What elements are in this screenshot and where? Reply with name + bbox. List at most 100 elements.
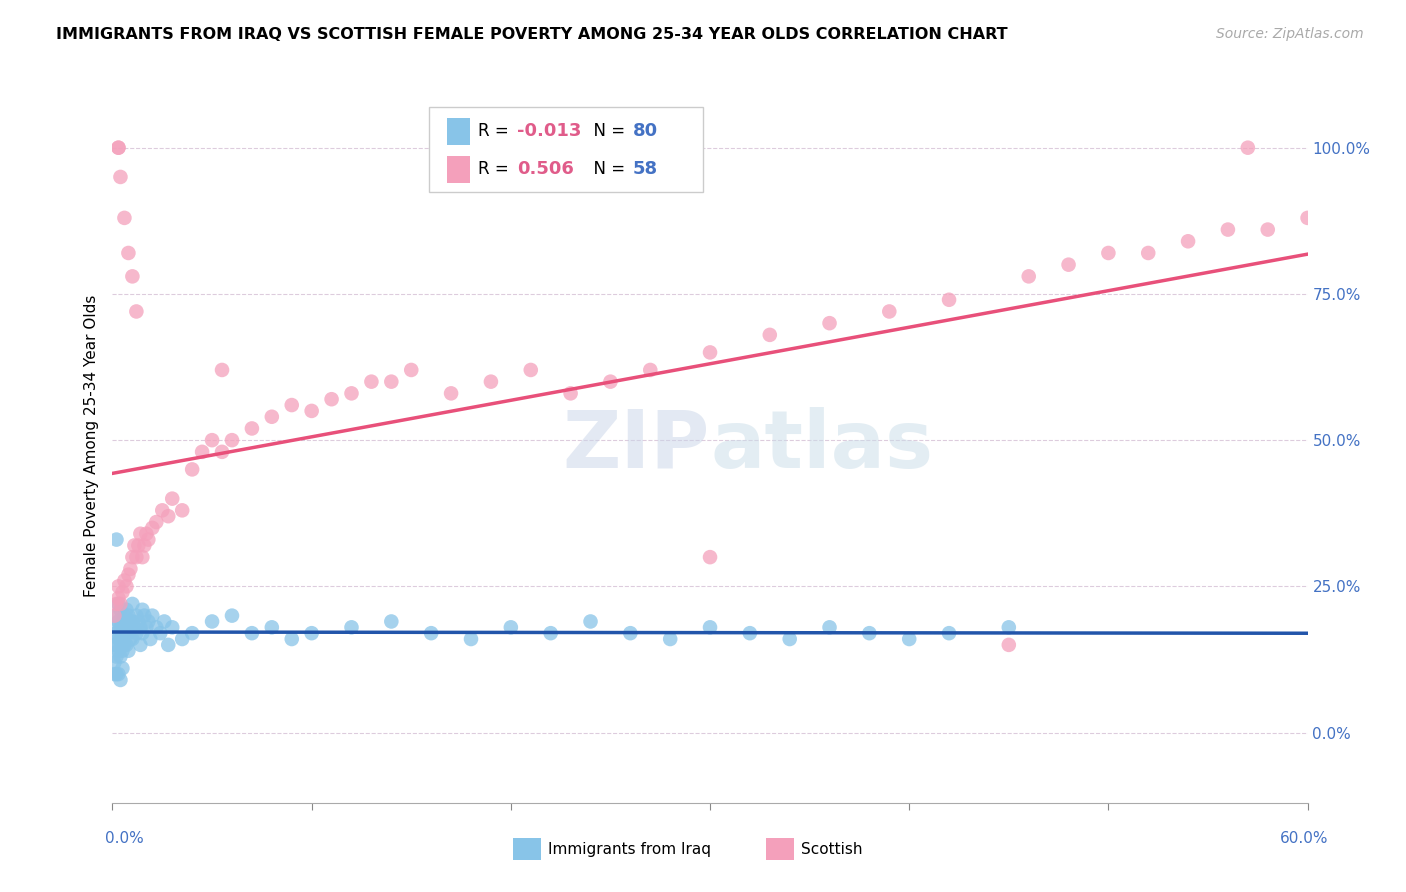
- Point: [110, 169, 132, 184]
- Text: 0.0%: 0.0%: [105, 831, 145, 846]
- Point: [520, 363, 543, 377]
- Point: [110, 632, 132, 646]
- Point: [281, 398, 304, 412]
- Point: [110, 673, 132, 687]
- Point: [340, 386, 363, 401]
- Point: [121, 615, 143, 629]
- Point: [103, 656, 125, 670]
- Point: [938, 626, 960, 640]
- Point: [1296, 211, 1319, 225]
- Point: [105, 667, 128, 681]
- Text: IMMIGRANTS FROM IRAQ VS SCOTTISH FEMALE POVERTY AMONG 25-34 YEAR OLDS CORRELATIO: IMMIGRANTS FROM IRAQ VS SCOTTISH FEMALE …: [56, 27, 1008, 42]
- Point: [117, 626, 139, 640]
- Point: [107, 632, 129, 646]
- Point: [138, 615, 160, 629]
- Point: [699, 550, 721, 565]
- Point: [115, 620, 138, 634]
- Point: [818, 620, 841, 634]
- Point: [117, 246, 139, 260]
- Text: 58: 58: [633, 161, 658, 178]
- Point: [105, 638, 128, 652]
- Point: [105, 649, 128, 664]
- Point: [619, 626, 641, 640]
- Point: [201, 433, 224, 447]
- Point: [105, 626, 128, 640]
- Point: [129, 638, 152, 652]
- Point: [141, 521, 163, 535]
- Point: [111, 644, 134, 658]
- Point: [120, 615, 142, 629]
- Point: [125, 626, 148, 640]
- Point: [110, 649, 132, 664]
- Point: [659, 632, 682, 646]
- Point: [699, 620, 721, 634]
- Point: [111, 626, 134, 640]
- Point: [127, 615, 149, 629]
- Point: [115, 579, 138, 593]
- Point: [114, 574, 135, 588]
- Point: [221, 608, 243, 623]
- Point: [149, 626, 172, 640]
- Point: [141, 608, 163, 623]
- Point: [240, 421, 263, 435]
- Point: [117, 567, 139, 582]
- Point: [107, 141, 129, 155]
- Text: R =: R =: [478, 161, 515, 178]
- Point: [1257, 222, 1279, 236]
- Point: [898, 632, 921, 646]
- Point: [157, 638, 180, 652]
- Point: [759, 327, 782, 342]
- Point: [818, 316, 841, 330]
- Point: [181, 626, 204, 640]
- Point: [114, 638, 135, 652]
- Point: [321, 392, 343, 407]
- Point: [157, 509, 180, 524]
- Point: [115, 603, 138, 617]
- Point: [121, 597, 143, 611]
- Point: [1137, 246, 1160, 260]
- Point: [879, 304, 901, 318]
- Point: [150, 503, 173, 517]
- Point: [131, 603, 153, 617]
- Point: [181, 462, 204, 476]
- Point: [114, 608, 135, 623]
- Point: [579, 615, 602, 629]
- Point: [460, 632, 482, 646]
- Point: [114, 211, 135, 225]
- Point: [479, 375, 502, 389]
- Point: [124, 538, 146, 552]
- Point: [998, 638, 1021, 652]
- Text: 80: 80: [633, 122, 658, 140]
- Point: [162, 620, 183, 634]
- Point: [440, 386, 463, 401]
- Point: [121, 550, 143, 565]
- Text: -0.013: -0.013: [517, 122, 582, 140]
- Point: [124, 620, 146, 634]
- Point: [779, 632, 801, 646]
- Point: [125, 608, 148, 623]
- Point: [110, 620, 132, 634]
- Point: [240, 626, 263, 640]
- Point: [145, 515, 167, 529]
- Text: Source: ZipAtlas.com: Source: ZipAtlas.com: [1216, 27, 1364, 41]
- Point: [107, 141, 129, 155]
- Point: [107, 667, 129, 681]
- Point: [211, 445, 233, 459]
- Point: [103, 608, 125, 623]
- Point: [121, 632, 143, 646]
- Point: [103, 638, 125, 652]
- Point: [640, 363, 662, 377]
- Text: Scottish: Scottish: [801, 842, 863, 856]
- Point: [145, 620, 167, 634]
- Point: [131, 550, 153, 565]
- Point: [162, 491, 183, 506]
- Text: R =: R =: [478, 122, 515, 140]
- Point: [129, 620, 152, 634]
- Text: Immigrants from Iraq: Immigrants from Iraq: [548, 842, 711, 856]
- Point: [1237, 141, 1260, 155]
- Point: [540, 626, 562, 640]
- Point: [172, 632, 194, 646]
- Y-axis label: Female Poverty Among 25-34 Year Olds: Female Poverty Among 25-34 Year Olds: [83, 295, 98, 597]
- Point: [105, 608, 128, 623]
- Text: N =: N =: [583, 161, 631, 178]
